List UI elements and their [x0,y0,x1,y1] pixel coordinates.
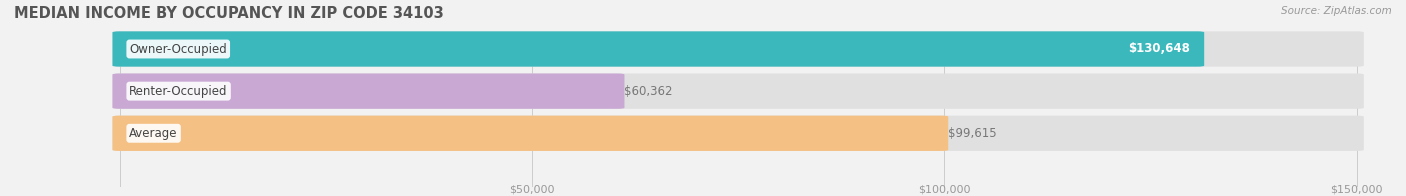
Text: MEDIAN INCOME BY OCCUPANCY IN ZIP CODE 34103: MEDIAN INCOME BY OCCUPANCY IN ZIP CODE 3… [14,6,444,21]
FancyBboxPatch shape [112,116,948,151]
Text: Average: Average [129,127,177,140]
FancyBboxPatch shape [112,116,1364,151]
Text: $60,362: $60,362 [624,85,673,98]
Text: Owner-Occupied: Owner-Occupied [129,43,228,55]
Text: $100,000: $100,000 [918,184,970,194]
FancyBboxPatch shape [112,31,1204,67]
Text: Source: ZipAtlas.com: Source: ZipAtlas.com [1281,6,1392,16]
Text: Renter-Occupied: Renter-Occupied [129,85,228,98]
FancyBboxPatch shape [112,74,624,109]
Text: $99,615: $99,615 [948,127,997,140]
FancyBboxPatch shape [112,74,1364,109]
Text: $50,000: $50,000 [509,184,555,194]
Text: $150,000: $150,000 [1330,184,1384,194]
Text: $130,648: $130,648 [1128,43,1189,55]
FancyBboxPatch shape [112,31,1364,67]
